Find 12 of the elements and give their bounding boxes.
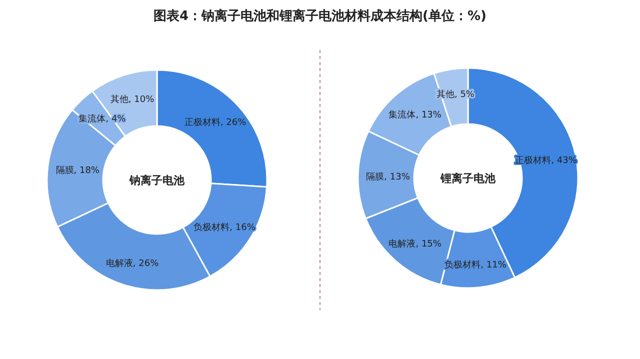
slice-label: 集流体, 13% xyxy=(388,110,442,120)
slice-label: 正极材料, 26% xyxy=(184,118,246,128)
slice-label: 隔膜, 18% xyxy=(56,166,100,176)
slice-label: 负极材料, 16% xyxy=(194,223,256,234)
slice-label: 电解液, 15% xyxy=(388,240,442,250)
text: 图表4：钠离子电池和锂离子电池材料成本结构(单位：%) xyxy=(154,8,486,24)
slice-label: 隔膜, 13% xyxy=(366,172,410,182)
slice-label: 电解液, 26% xyxy=(106,258,159,269)
text: 钠离子电池 xyxy=(128,174,186,187)
slice-label: 其他, 5% xyxy=(436,90,474,100)
text: 锂离子电池 xyxy=(440,172,496,185)
slice-label: 其他, 10% xyxy=(110,95,154,106)
